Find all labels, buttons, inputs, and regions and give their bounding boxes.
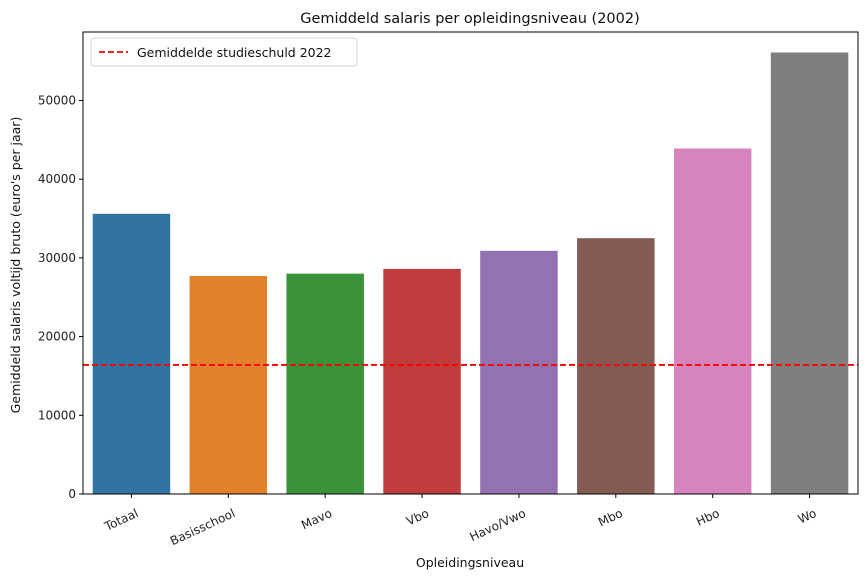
- y-tick-label: 40000: [38, 172, 76, 186]
- y-tick-label: 50000: [38, 93, 76, 107]
- legend: Gemiddelde studieschuld 2022: [90, 37, 358, 67]
- bar-totaal: [92, 213, 171, 494]
- chart-title: Gemiddeld salaris per opleidingsniveau (…: [300, 11, 640, 27]
- x-axis-label: Opleidingsniveau: [416, 555, 524, 570]
- y-tick-label: 20000: [38, 330, 76, 344]
- bar-hbo: [673, 148, 752, 495]
- bar-mbo: [577, 238, 655, 494]
- axes-frame: [82, 31, 859, 495]
- bar-mavo: [286, 273, 364, 494]
- bar-vbo: [383, 268, 461, 494]
- bar-havo-vwo: [480, 250, 558, 494]
- bar-wo: [770, 52, 849, 495]
- legend-label: Gemiddelde studieschuld 2022: [137, 45, 332, 60]
- legend-box: [90, 37, 358, 67]
- y-tick-label: 10000: [38, 408, 76, 422]
- y-tick-label: 30000: [38, 251, 76, 265]
- bar-basisschool: [189, 275, 268, 494]
- y-tick-label: 0: [68, 487, 76, 501]
- y-axis-label: Gemiddeld salaris voltijd bruto (euro's …: [8, 117, 23, 414]
